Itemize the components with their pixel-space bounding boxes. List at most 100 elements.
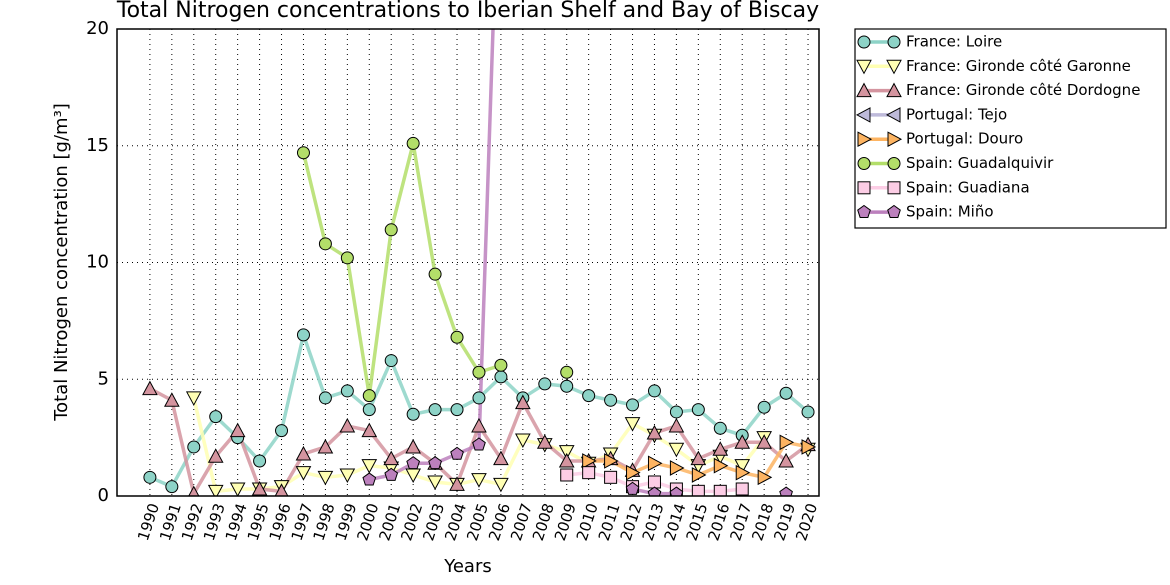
marker (253, 454, 267, 468)
marker (494, 370, 508, 384)
y-axis-label: Total Nitrogen concentration [g/m³] (51, 103, 72, 422)
marker (669, 460, 685, 476)
marker (143, 470, 157, 484)
marker (515, 433, 531, 449)
marker (582, 453, 597, 469)
marker (857, 35, 871, 49)
marker (779, 486, 793, 496)
marker (295, 466, 312, 481)
marker (187, 440, 201, 454)
marker (362, 403, 376, 417)
marker (318, 237, 332, 251)
marker (275, 424, 289, 438)
marker (560, 365, 574, 379)
marker (494, 358, 508, 372)
marker (450, 330, 464, 344)
legend-label: France: Loire (906, 33, 1002, 51)
marker (668, 417, 685, 433)
legend-box (854, 28, 1167, 229)
marker (646, 424, 663, 440)
marker (472, 391, 486, 405)
marker (857, 131, 873, 148)
marker (251, 480, 268, 496)
marker (647, 384, 661, 398)
legend: France: Loire France: Gironde côté Garonn… (855, 33, 1140, 221)
marker (778, 452, 794, 468)
marker (207, 448, 224, 463)
marker (406, 136, 420, 150)
marker (857, 204, 871, 218)
marker (647, 455, 663, 472)
marker (471, 417, 487, 433)
plot-markers (142, 136, 817, 496)
marker (340, 384, 354, 398)
marker (735, 464, 751, 481)
marker (165, 480, 179, 494)
marker (428, 456, 442, 470)
marker (669, 486, 684, 496)
marker (472, 365, 486, 379)
marker (857, 181, 871, 195)
marker (558, 452, 575, 468)
marker (493, 450, 509, 466)
legend-label: France: Gironde côté Dordogne (906, 81, 1140, 99)
marker (428, 403, 442, 417)
y-tick-label: 10 (86, 252, 109, 273)
marker (857, 157, 871, 170)
marker (856, 59, 872, 75)
marker (712, 441, 729, 456)
marker (384, 467, 399, 481)
marker (801, 405, 815, 419)
marker (801, 439, 817, 455)
y-tick-label: 15 (86, 135, 109, 156)
marker (734, 434, 751, 449)
marker (185, 391, 202, 406)
marker (887, 35, 901, 49)
marker (406, 407, 420, 421)
marker (713, 421, 727, 435)
marker (887, 157, 901, 170)
marker (384, 223, 398, 237)
marker (450, 446, 464, 460)
marker (515, 394, 531, 410)
marker (340, 251, 354, 265)
marker (493, 477, 509, 493)
marker (207, 484, 224, 496)
marker (669, 405, 683, 419)
marker (855, 107, 871, 123)
marker (887, 204, 901, 218)
marker (362, 472, 377, 486)
marker (142, 380, 158, 396)
legend-label: France: Gironde côté Garonne (906, 57, 1131, 75)
marker (757, 469, 773, 486)
grid (117, 28, 819, 497)
marker (449, 476, 465, 491)
marker (887, 131, 903, 148)
legend-label: Spain: Guadiana (906, 178, 1030, 196)
legend-label: Portugal: Tejo (906, 105, 1007, 123)
marker (229, 482, 246, 496)
marker (582, 466, 596, 480)
marker (690, 450, 707, 466)
y-tick-label: 0 (98, 485, 109, 506)
marker (536, 434, 553, 449)
marker (604, 470, 618, 484)
marker (779, 434, 795, 451)
marker (887, 181, 901, 195)
marker (428, 267, 442, 281)
marker (164, 392, 180, 407)
marker (626, 398, 640, 412)
marker (885, 107, 901, 123)
marker (668, 442, 685, 458)
marker (886, 82, 902, 98)
marker (339, 417, 356, 433)
marker (604, 453, 619, 469)
marker (625, 481, 640, 495)
marker (560, 379, 574, 393)
marker (296, 146, 310, 160)
marker (405, 438, 421, 454)
marker (361, 459, 378, 474)
legend-label: Spain: Miño (906, 203, 994, 221)
marker (604, 393, 618, 407)
